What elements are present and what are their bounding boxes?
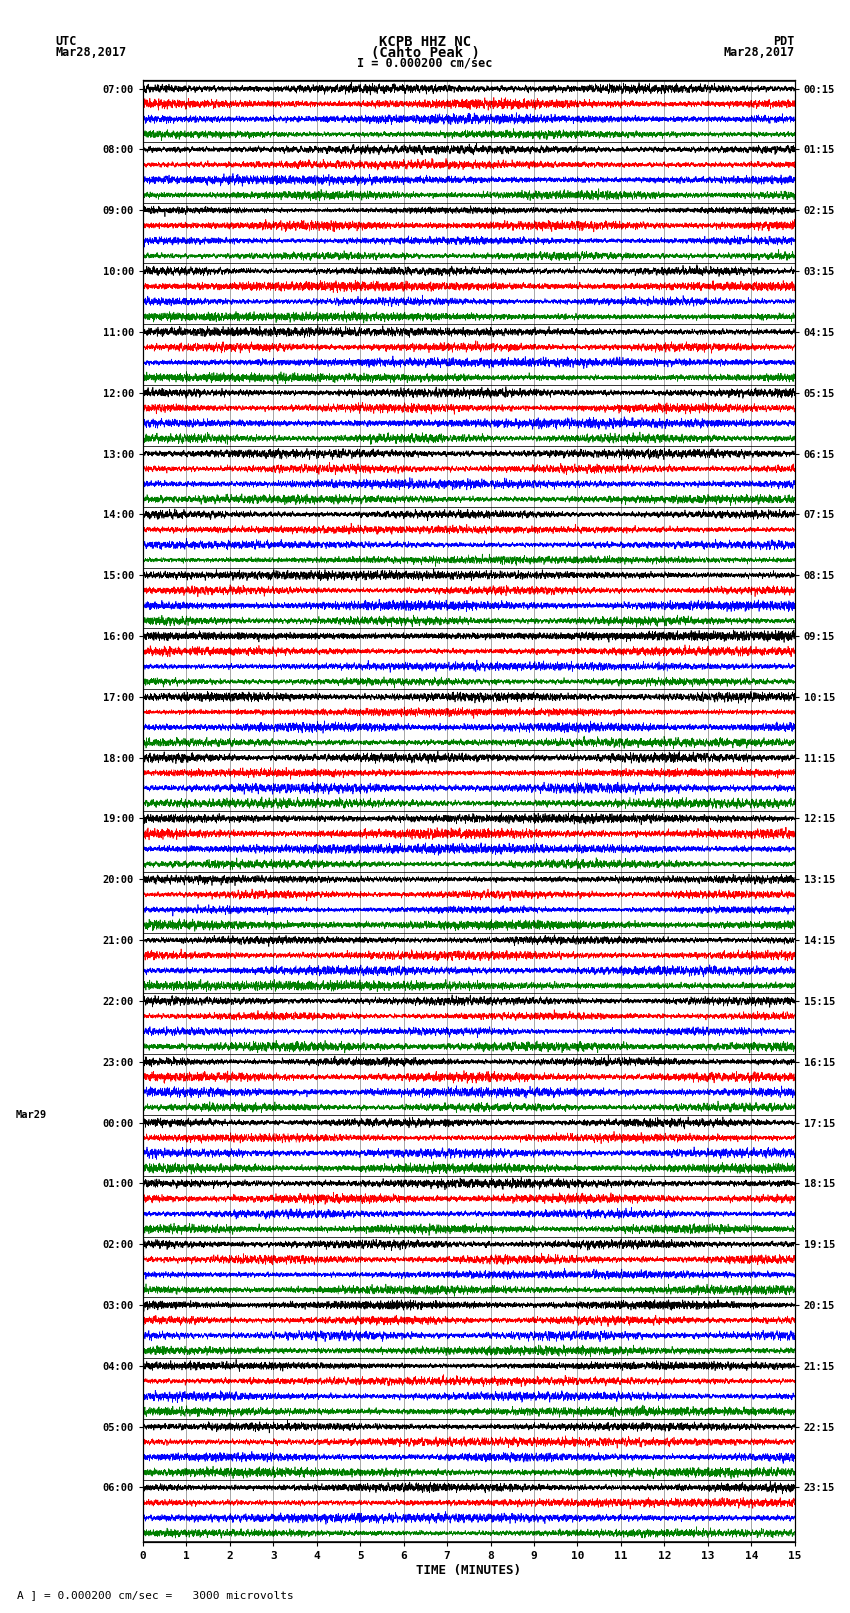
X-axis label: TIME (MINUTES): TIME (MINUTES) [416,1565,521,1578]
Text: (Cahto Peak ): (Cahto Peak ) [371,45,479,60]
Text: Mar28,2017: Mar28,2017 [723,45,795,60]
Text: UTC: UTC [55,35,76,48]
Text: I = 0.000200 cm/sec: I = 0.000200 cm/sec [357,56,493,69]
Text: Mar29: Mar29 [16,1110,48,1119]
Text: A ] = 0.000200 cm/sec =   3000 microvolts: A ] = 0.000200 cm/sec = 3000 microvolts [17,1590,294,1600]
Text: KCPB HHZ NC: KCPB HHZ NC [379,35,471,48]
Text: PDT: PDT [774,35,795,48]
Text: Mar28,2017: Mar28,2017 [55,45,127,60]
